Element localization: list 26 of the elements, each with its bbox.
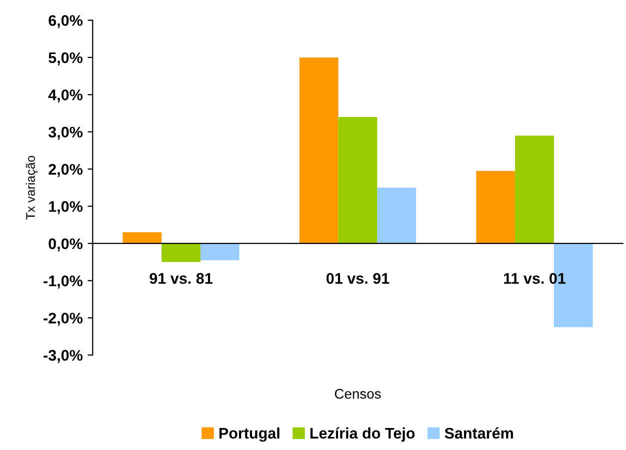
bar [122,232,162,244]
x-tick-label: 01 vs. 91 [326,273,390,284]
x-tick-label: 91 vs. 81 [150,273,212,284]
bar [200,243,240,260]
y-tick-label: -3,0% [44,350,83,363]
y-tick-label: 1,0% [49,201,83,214]
legend-label: Lezíria do Tejo [310,427,415,442]
legend-label: Portugal [219,427,280,442]
y-tick-label: -2,0% [44,312,83,326]
bar [515,136,554,244]
y-axis-title: Tx variação [26,156,38,220]
x-axis-title: Censos [334,388,381,399]
y-tick-label: 5,0% [48,52,83,66]
x-tick-label: 11 vs. 01 [504,273,566,284]
legend-label: Santarém [444,427,513,439]
bar [476,170,516,244]
bar [377,188,416,244]
y-tick-label: 6,0% [48,15,83,28]
y-tick-label: 3,0% [48,126,83,140]
bar [299,57,338,244]
bar [338,116,378,244]
y-tick-label: -1,0% [44,276,83,289]
y-tick-label: 4,0% [48,90,83,103]
y-tick-label: 0,0% [48,238,83,252]
bar [162,243,200,262]
y-tick-label: 2,0% [48,164,83,177]
